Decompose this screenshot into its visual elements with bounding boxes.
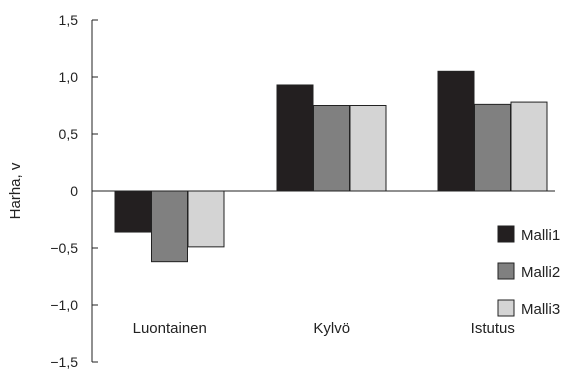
legend-swatch-malli3 xyxy=(497,299,515,317)
y-tick-label: 1,0 xyxy=(59,69,79,85)
y-tick-label: −1,0 xyxy=(50,297,78,313)
category-label: Kylvö xyxy=(313,320,350,337)
y-tick-label: −0,5 xyxy=(50,240,78,256)
category-label: Istutus xyxy=(471,320,515,337)
y-tick-label: −1,5 xyxy=(50,354,78,370)
bar-malli1-3 xyxy=(437,70,475,192)
labels: 1,5 1,0 0,5 0 −0,5 −1,0 −1,5 Harha, v Luontainen… xyxy=(7,12,515,370)
bar-malli1-2 xyxy=(276,84,314,192)
y-tick-label: 0,5 xyxy=(59,126,79,142)
legend-swatch-malli1 xyxy=(497,225,515,243)
category-label: Luontainen xyxy=(133,320,207,337)
legend-swatch-malli2 xyxy=(497,262,515,280)
legend-label-malli1: Malli1 xyxy=(521,227,560,244)
bars xyxy=(114,70,548,263)
bar-malli2-1 xyxy=(151,190,188,263)
bar-malli1-1 xyxy=(114,190,152,233)
legend-label-malli3: Malli3 xyxy=(521,301,560,318)
bar-malli2-2 xyxy=(313,105,350,192)
bar-malli3-3 xyxy=(510,101,548,192)
legend: Malli1 Malli2 Malli3 xyxy=(497,225,560,318)
y-axis-label: Harha, v xyxy=(7,162,24,219)
bar-malli3-1 xyxy=(187,190,225,248)
y-tick-label: 1,5 xyxy=(59,12,79,28)
y-tick-label: 0 xyxy=(70,183,78,199)
legend-label-malli2: Malli2 xyxy=(521,264,560,281)
bar-malli3-2 xyxy=(349,105,387,192)
bar-malli2-3 xyxy=(474,103,511,192)
